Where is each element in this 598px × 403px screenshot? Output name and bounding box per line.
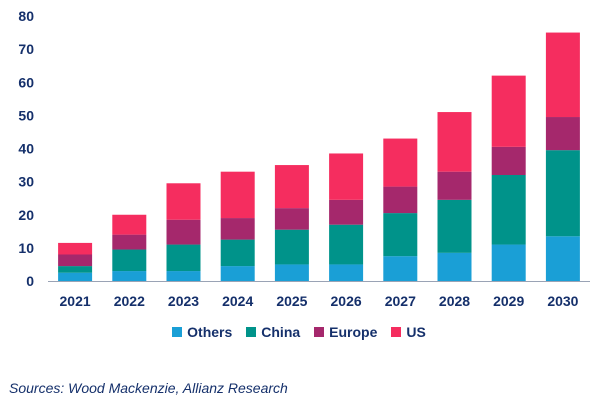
bar-segment-europe-2030	[545, 117, 580, 151]
y-tick-label: 60	[18, 74, 34, 90]
bar-segment-us-2023	[166, 183, 201, 220]
bar-segment-china-2022	[112, 249, 147, 272]
bar-segment-others-2022	[112, 271, 147, 281]
bar-segment-others-2027	[383, 256, 418, 281]
bar-segment-us-2030	[545, 32, 580, 118]
bar-segment-china-2023	[166, 244, 201, 272]
x-tick-label: 2027	[385, 293, 416, 309]
legend-swatch-us	[391, 327, 402, 337]
bar-segment-europe-2028	[437, 171, 472, 200]
x-tick-label: 2022	[114, 293, 145, 309]
legend-label-china: China	[261, 324, 301, 340]
bar-segment-europe-2022	[112, 234, 147, 250]
bar-segment-others-2025	[274, 264, 309, 281]
x-tick-label: 2021	[60, 293, 91, 309]
bar-segment-us-2028	[437, 112, 472, 172]
x-tick-label: 2025	[276, 293, 307, 309]
y-tick-label: 30	[18, 174, 34, 190]
legend-item-others: Others	[172, 324, 232, 340]
bar-segment-us-2022	[112, 214, 147, 235]
bar-segment-china-2024	[220, 239, 255, 267]
bar-segment-china-2030	[545, 150, 580, 237]
bar-segment-china-2025	[274, 229, 309, 265]
bar-segment-europe-2021	[58, 254, 93, 267]
bar-segment-china-2029	[491, 175, 526, 245]
bar-segment-us-2021	[58, 242, 93, 255]
y-tick-label: 40	[18, 141, 34, 157]
legend-swatch-europe	[314, 327, 325, 337]
bar-segment-us-2027	[383, 138, 418, 187]
bar-segment-others-2026	[329, 264, 364, 281]
x-tick-label: 2028	[439, 293, 470, 309]
bar-segment-china-2027	[383, 213, 418, 257]
legend-swatch-others	[172, 327, 183, 337]
bar-segment-others-2028	[437, 252, 472, 281]
legend-label-europe: Europe	[329, 324, 378, 340]
legend-label-us: US	[406, 324, 426, 340]
bar-segment-china-2026	[329, 224, 364, 265]
legend-item-us: US	[391, 324, 426, 340]
bar-segment-us-2024	[220, 171, 255, 219]
legend-label-others: Others	[187, 324, 233, 340]
bar-segment-europe-2029	[491, 146, 526, 175]
y-tick-label: 0	[26, 273, 34, 289]
bar-segment-others-2024	[220, 266, 255, 281]
x-tick-label: 2026	[331, 293, 362, 309]
x-tick-label: 2023	[168, 293, 199, 309]
legend-swatch-china	[246, 327, 257, 337]
source-note: Sources: Wood Mackenzie, Allianz Researc…	[9, 380, 288, 396]
y-tick-label: 70	[18, 41, 34, 57]
y-tick-label: 20	[18, 207, 34, 223]
bar-segment-china-2028	[437, 199, 472, 253]
bar-segment-us-2026	[329, 153, 364, 200]
y-tick-label: 50	[18, 107, 34, 123]
bar-segment-europe-2024	[220, 218, 255, 240]
bar-segment-us-2025	[274, 165, 309, 209]
y-tick-label: 10	[18, 240, 34, 256]
x-tick-label: 2024	[222, 293, 253, 309]
bar-segment-europe-2025	[274, 208, 309, 230]
bar-segment-europe-2027	[383, 186, 418, 214]
bar-segment-others-2021	[58, 272, 93, 281]
bar-segment-china-2021	[58, 266, 93, 273]
bar-segment-europe-2026	[329, 199, 364, 225]
x-tick-label: 2029	[493, 293, 524, 309]
legend-item-china: China	[246, 324, 300, 340]
legend: Others China Europe US	[0, 324, 598, 340]
bar-segment-others-2030	[545, 236, 580, 281]
legend-item-europe: Europe	[314, 324, 377, 340]
bar-segment-others-2029	[491, 244, 526, 281]
bar-segment-others-2023	[166, 271, 201, 281]
bar-segment-europe-2023	[166, 219, 201, 245]
x-tick-label: 2030	[547, 293, 578, 309]
y-tick-label: 80	[18, 8, 34, 24]
bar-segment-us-2029	[491, 75, 526, 147]
